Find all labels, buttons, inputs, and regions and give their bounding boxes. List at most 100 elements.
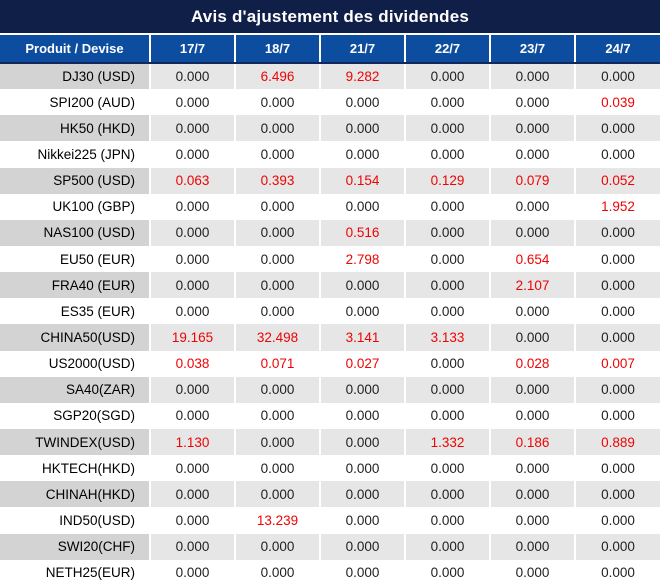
column-header-date: 17/7: [149, 35, 235, 64]
value-cell: 0.129: [404, 167, 490, 194]
value-cell: 19.165: [149, 324, 235, 351]
header-row: Produit / Devise 17/7 18/7 21/7 22/7 23/7 24/…: [0, 35, 660, 64]
value-cell: 0.000: [319, 402, 405, 429]
value-cell: 0.000: [574, 115, 660, 142]
table-row: FRA40 (EUR) 0.000 0.000 0.000 0.000 2.107 0.0…: [0, 272, 660, 299]
dividend-table: Produit / Devise 17/7 18/7 21/7 22/7 23/7 24/…: [0, 35, 660, 586]
table-row: HK50 (HKD) 0.000 0.000 0.000 0.000 0.000 0.00…: [0, 115, 660, 142]
value-cell: 0.000: [234, 402, 320, 429]
table-row: CHINAH(HKD) 0.000 0.000 0.000 0.000 0.000 0.0…: [0, 481, 660, 508]
product-cell: ES35 (EUR): [0, 298, 150, 325]
value-cell: 0.000: [404, 115, 490, 142]
value-cell: 0.154: [319, 167, 405, 194]
value-cell: 0.654: [489, 245, 575, 273]
product-cell: SPI200 (AUD): [0, 89, 150, 116]
value-cell: 0.000: [489, 193, 575, 220]
value-cell: 1.130: [149, 428, 235, 456]
value-cell: 0.000: [574, 141, 660, 168]
value-cell: 0.000: [404, 193, 490, 220]
table-body: DJ30 (USD) 0.000 6.496 9.282 0.000 0.000 0.00…: [0, 63, 660, 586]
value-cell: 0.000: [319, 141, 405, 168]
value-cell: 0.000: [574, 324, 660, 351]
table-row: SPI200 (AUD) 0.000 0.000 0.000 0.000 0.000 0.…: [0, 89, 660, 116]
product-cell: SWI20(CHF): [0, 533, 150, 560]
value-cell: 0.000: [319, 115, 405, 142]
title-bar: Avis d'ajustement des dividendes: [0, 0, 660, 35]
product-cell: CHINA50(USD): [0, 324, 150, 351]
table-row: NETH25(EUR) 0.000 0.000 0.000 0.000 0.000 0.0…: [0, 559, 660, 586]
value-cell: 0.000: [404, 89, 490, 116]
value-cell: 9.282: [319, 63, 405, 90]
value-cell: 0.000: [489, 63, 575, 90]
product-cell: HK50 (HKD): [0, 115, 150, 142]
value-cell: 0.000: [489, 89, 575, 116]
product-cell: SGP20(SGD): [0, 402, 150, 429]
value-cell: 32.498: [234, 324, 320, 351]
product-cell: FRA40 (EUR): [0, 272, 150, 299]
value-cell: 0.000: [404, 272, 490, 299]
value-cell: 0.000: [149, 115, 235, 142]
value-cell: 2.798: [319, 245, 405, 273]
value-cell: 0.079: [489, 167, 575, 194]
value-cell: 0.000: [574, 219, 660, 246]
value-cell: 0.007: [574, 350, 660, 377]
value-cell: 0.000: [404, 507, 490, 534]
value-cell: 3.133: [404, 324, 490, 351]
value-cell: 1.332: [404, 428, 490, 456]
value-cell: 0.000: [489, 115, 575, 142]
value-cell: 0.000: [489, 219, 575, 246]
value-cell: 0.000: [149, 245, 235, 273]
value-cell: 0.000: [149, 272, 235, 299]
value-cell: 0.000: [574, 272, 660, 299]
value-cell: 0.000: [574, 481, 660, 508]
table-row: SA40(ZAR) 0.000 0.000 0.000 0.000 0.000 0.000: [0, 376, 660, 403]
table-row: Nikkei225 (JPN) 0.000 0.000 0.000 0.000 0.00…: [0, 141, 660, 168]
value-cell: 0.000: [574, 533, 660, 560]
table-row: US2000(USD) 0.038 0.071 0.027 0.000 0.028 0.0…: [0, 350, 660, 377]
value-cell: 0.000: [319, 298, 405, 325]
value-cell: 0.000: [234, 141, 320, 168]
value-cell: 0.000: [149, 298, 235, 325]
table-row: CHINA50(USD) 19.165 32.498 3.141 3.133 0.000…: [0, 324, 660, 351]
value-cell: 0.000: [489, 455, 575, 482]
value-cell: 0.000: [489, 376, 575, 403]
product-cell: NAS100 (USD): [0, 219, 150, 246]
value-cell: 6.496: [234, 63, 320, 90]
value-cell: 0.038: [149, 350, 235, 377]
table-row: DJ30 (USD) 0.000 6.496 9.282 0.000 0.000 0.00…: [0, 63, 660, 90]
value-cell: 0.000: [404, 559, 490, 586]
value-cell: 0.000: [234, 89, 320, 116]
value-cell: 0.000: [404, 402, 490, 429]
table-row: NAS100 (USD) 0.000 0.000 0.516 0.000 0.000 0.…: [0, 219, 660, 246]
value-cell: 0.000: [234, 219, 320, 246]
product-cell: SA40(ZAR): [0, 376, 150, 403]
value-cell: 0.000: [234, 481, 320, 508]
value-cell: 0.000: [574, 298, 660, 325]
product-cell: US2000(USD): [0, 350, 150, 377]
value-cell: 0.000: [234, 428, 320, 456]
value-cell: 0.000: [489, 533, 575, 560]
product-cell: DJ30 (USD): [0, 63, 150, 90]
value-cell: 13.239: [234, 507, 320, 534]
value-cell: 0.000: [149, 376, 235, 403]
value-cell: 0.000: [404, 298, 490, 325]
value-cell: 0.000: [149, 481, 235, 508]
value-cell: 0.000: [149, 455, 235, 482]
value-cell: 0.000: [234, 245, 320, 273]
value-cell: 0.000: [319, 455, 405, 482]
value-cell: 0.000: [149, 89, 235, 116]
value-cell: 0.000: [404, 376, 490, 403]
value-cell: 0.000: [404, 533, 490, 560]
value-cell: 0.000: [404, 245, 490, 273]
value-cell: 0.000: [319, 507, 405, 534]
value-cell: 0.071: [234, 350, 320, 377]
value-cell: 0.000: [319, 272, 405, 299]
table-row: SP500 (USD) 0.063 0.393 0.154 0.129 0.079 0.0…: [0, 167, 660, 194]
product-cell: Nikkei225 (JPN): [0, 141, 150, 168]
value-cell: 0.186: [489, 428, 575, 456]
value-cell: 0.000: [489, 298, 575, 325]
value-cell: 0.000: [574, 455, 660, 482]
value-cell: 0.000: [404, 219, 490, 246]
value-cell: 0.000: [234, 272, 320, 299]
value-cell: 0.028: [489, 350, 575, 377]
